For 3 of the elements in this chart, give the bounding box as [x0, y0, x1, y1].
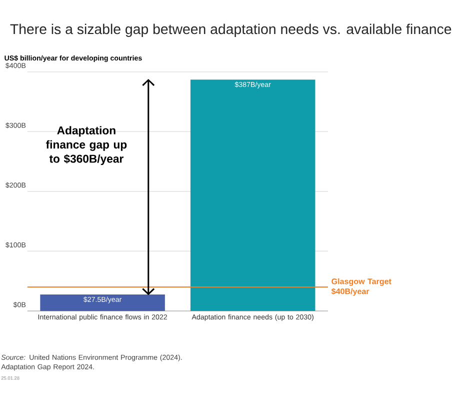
ref-line-label: Glasgow Target $40B/year [331, 278, 392, 296]
chart-title: There is a sizable gap between adaptation needs vs. available finance [10, 24, 452, 37]
annotation: Adaptation finance gap up to $360B/year [46, 126, 127, 165]
